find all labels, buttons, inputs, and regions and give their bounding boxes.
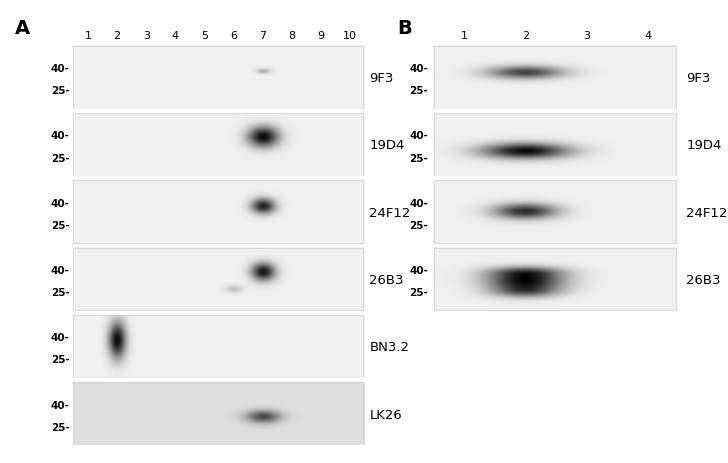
- Text: 40-: 40-: [409, 131, 428, 141]
- Text: 9F3: 9F3: [370, 72, 394, 85]
- Text: 40-: 40-: [51, 400, 70, 410]
- Text: 40-: 40-: [51, 64, 70, 74]
- Text: 25-: 25-: [409, 153, 428, 163]
- Text: 19D4: 19D4: [370, 139, 405, 152]
- Text: 24F12: 24F12: [370, 206, 411, 219]
- Text: A: A: [15, 19, 30, 38]
- Text: 25-: 25-: [409, 220, 428, 231]
- Text: 9F3: 9F3: [687, 72, 711, 85]
- Text: 2: 2: [114, 31, 121, 41]
- Text: 25-: 25-: [51, 153, 70, 163]
- Text: 7: 7: [259, 31, 266, 41]
- Text: 40-: 40-: [51, 131, 70, 141]
- Text: 26B3: 26B3: [370, 273, 404, 286]
- Text: 40-: 40-: [51, 198, 70, 208]
- Text: 40-: 40-: [51, 265, 70, 275]
- Text: 19D4: 19D4: [687, 139, 721, 152]
- Text: 25-: 25-: [51, 86, 70, 96]
- Text: 4: 4: [172, 31, 179, 41]
- Text: 1: 1: [461, 31, 468, 41]
- Text: 4: 4: [644, 31, 651, 41]
- Text: 25-: 25-: [51, 220, 70, 231]
- Text: 8: 8: [288, 31, 296, 41]
- Text: 40-: 40-: [409, 265, 428, 275]
- Text: B: B: [397, 19, 411, 38]
- Text: BN3.2: BN3.2: [370, 340, 409, 353]
- Text: 25-: 25-: [51, 288, 70, 298]
- Text: 40-: 40-: [409, 198, 428, 208]
- Text: 1: 1: [84, 31, 92, 41]
- Text: 9: 9: [317, 31, 325, 41]
- Text: LK26: LK26: [370, 407, 402, 420]
- Text: 40-: 40-: [409, 64, 428, 74]
- Text: 2: 2: [522, 31, 529, 41]
- Text: 3: 3: [143, 31, 150, 41]
- Text: 3: 3: [583, 31, 590, 41]
- Text: 25-: 25-: [51, 422, 70, 432]
- Text: 26B3: 26B3: [687, 273, 721, 286]
- Text: 10: 10: [343, 31, 357, 41]
- Text: 5: 5: [201, 31, 208, 41]
- Text: 40-: 40-: [51, 332, 70, 343]
- Text: 25-: 25-: [51, 355, 70, 365]
- Text: 25-: 25-: [409, 86, 428, 96]
- Text: 25-: 25-: [409, 288, 428, 298]
- Text: 6: 6: [230, 31, 237, 41]
- Text: 24F12: 24F12: [687, 206, 727, 219]
